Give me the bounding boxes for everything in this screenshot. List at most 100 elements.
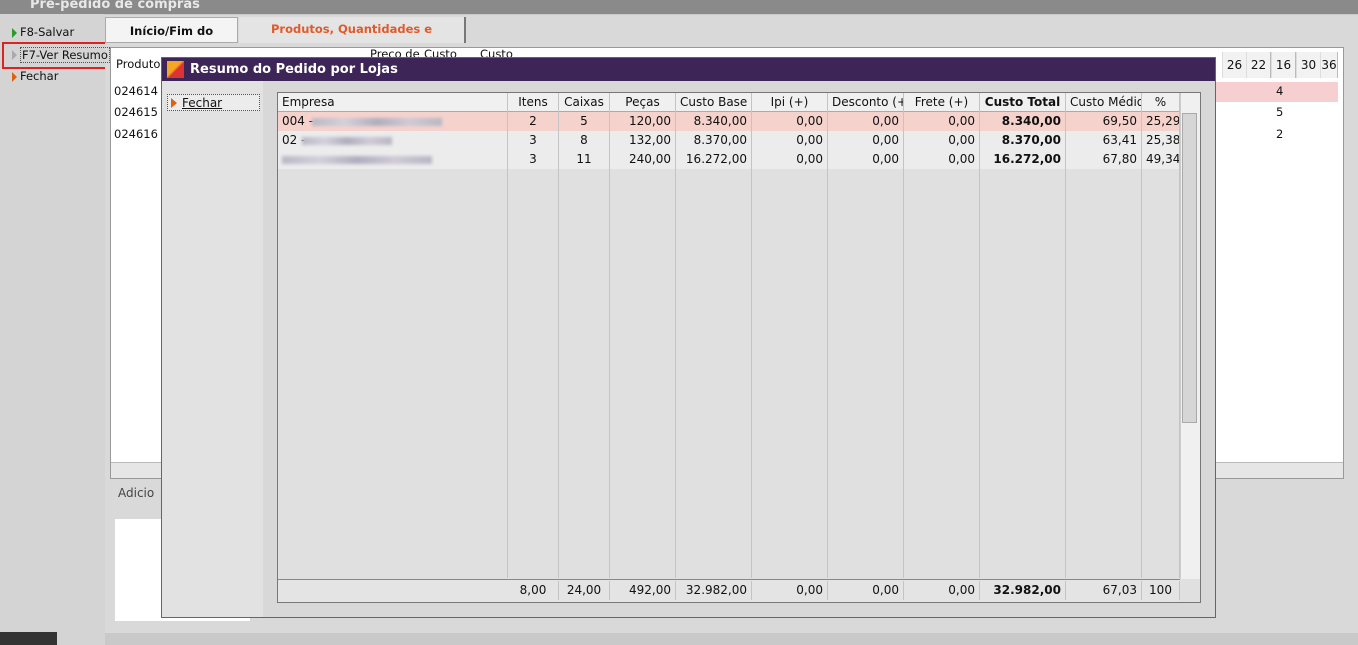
data-cell: 8.340,00 [980, 112, 1066, 131]
data-cell: 3 [508, 131, 559, 150]
grid-header: 30 [1296, 52, 1321, 78]
grid-row-label: 024615 [114, 105, 158, 119]
table-row [278, 131, 1180, 150]
add-button[interactable]: Adicio [118, 486, 155, 500]
data-cell: 0,00 [828, 150, 904, 169]
empresa-cell: 004 - [278, 112, 508, 131]
button-arrow [12, 50, 17, 60]
column-line [1179, 112, 1180, 578]
arrow-icon [171, 98, 177, 108]
data-cell: 132,00 [610, 131, 676, 150]
grid-header: 36 [1320, 52, 1338, 78]
modal-icon [167, 61, 184, 78]
data-cell: 240,00 [610, 150, 676, 169]
grid-header: 26 [1222, 52, 1247, 78]
redacted [302, 137, 392, 145]
data-cell: 8.340,00 [676, 112, 752, 131]
data-cell: 0,00 [828, 131, 904, 150]
grid-cell: 4 [1276, 84, 1284, 98]
button-arrow [12, 28, 17, 38]
modal-left-pane [162, 81, 263, 617]
empresa-cell [278, 150, 508, 169]
empresa-cell: 02 - [278, 131, 508, 150]
column-line [827, 112, 828, 578]
grid-cell: 2 [1276, 127, 1284, 141]
total-cell: 0,00 [752, 581, 828, 600]
tab[interactable]: Início/Fim do Pedido [105, 17, 238, 64]
column-header: Custo Médio [1066, 93, 1142, 112]
data-cell: 5 [559, 112, 610, 131]
column-line [979, 112, 980, 578]
total-cell: 32.982,00 [980, 581, 1066, 600]
data-cell: 8.370,00 [676, 131, 752, 150]
redacted [312, 118, 442, 126]
column-header: Caixas [559, 93, 610, 112]
grid-cell: 5 [1276, 105, 1284, 119]
title-bar [0, 0, 1358, 14]
sidebar-button[interactable]: F7-Ver Resumo [20, 47, 110, 63]
table-footer [278, 579, 1180, 602]
grid-row-label: 024616 [114, 127, 158, 141]
data-cell: 0,00 [828, 112, 904, 131]
scroll-thumb[interactable] [1182, 113, 1197, 423]
sidebar [0, 14, 105, 645]
data-cell: 25,38 [1142, 131, 1180, 150]
column-line [609, 112, 610, 578]
data-cell: 11 [559, 150, 610, 169]
row-highlight [1216, 82, 1338, 102]
column-line [1141, 112, 1142, 578]
close-button[interactable]: Fechar [167, 94, 260, 111]
sidebar-button[interactable]: F8-Salvar [20, 25, 75, 39]
column-header: Empresa [278, 93, 508, 112]
data-cell: 0,00 [904, 131, 980, 150]
grid-row-label: 024614 [114, 84, 158, 98]
button-arrow [12, 72, 17, 82]
grid-header: 22 [1246, 52, 1271, 78]
table-row [278, 150, 1180, 169]
column-header: Peças [610, 93, 676, 112]
data-cell: 63,41 [1066, 131, 1142, 150]
total-cell: 8,00 [508, 581, 559, 600]
data-cell: 0,00 [904, 150, 980, 169]
grid-header: Preço de [370, 47, 420, 57]
table-header-bg [278, 93, 1180, 112]
column-line [558, 112, 559, 578]
column-header: Itens [508, 93, 559, 112]
modal: Resumo do Pedido por Lojas Fechar Empres… [161, 57, 1216, 618]
total-cell: 0,00 [828, 581, 904, 600]
column-header: Custo Total [980, 93, 1066, 112]
data-cell: 16.272,00 [980, 150, 1066, 169]
data-cell: 0,00 [904, 112, 980, 131]
summary-table: Empresa Itens Caixas Peças Custo Base Ipi (+)… [277, 92, 1201, 603]
data-cell: 0,00 [752, 112, 828, 131]
grid-header: Custo [480, 47, 513, 57]
close-label[interactable]: Fechar [182, 96, 223, 110]
data-cell: 8 [559, 131, 610, 150]
column-line [507, 112, 508, 578]
sidebar-button[interactable]: Fechar [20, 69, 59, 83]
column-header: % [1142, 93, 1180, 112]
data-cell: 49,34 [1142, 150, 1180, 169]
modal-title: Resumo do Pedido por Lojas [190, 62, 398, 77]
data-cell: 3 [508, 150, 559, 169]
grid-header: Custo [424, 47, 457, 57]
data-cell: 25,29 [1142, 112, 1180, 131]
data-cell: 69,50 [1066, 112, 1142, 131]
grid-header: 16 [1271, 52, 1296, 78]
data-cell: 0,00 [752, 131, 828, 150]
grid-header: Produto [116, 57, 161, 71]
data-cell: 8.370,00 [980, 131, 1066, 150]
column-header: Desconto (+-) [828, 93, 904, 112]
data-cell: 2 [508, 112, 559, 131]
total-cell: 24,00 [559, 581, 610, 600]
total-cell: 100 [1142, 581, 1180, 600]
modal-title-bar [162, 58, 1215, 81]
data-cell: 0,00 [752, 150, 828, 169]
total-cell: 32.982,00 [676, 581, 752, 600]
column-line [675, 112, 676, 578]
total-cell: 492,00 [610, 581, 676, 600]
sidebar-bottom [0, 632, 57, 645]
column-header: Frete (+) [904, 93, 980, 112]
